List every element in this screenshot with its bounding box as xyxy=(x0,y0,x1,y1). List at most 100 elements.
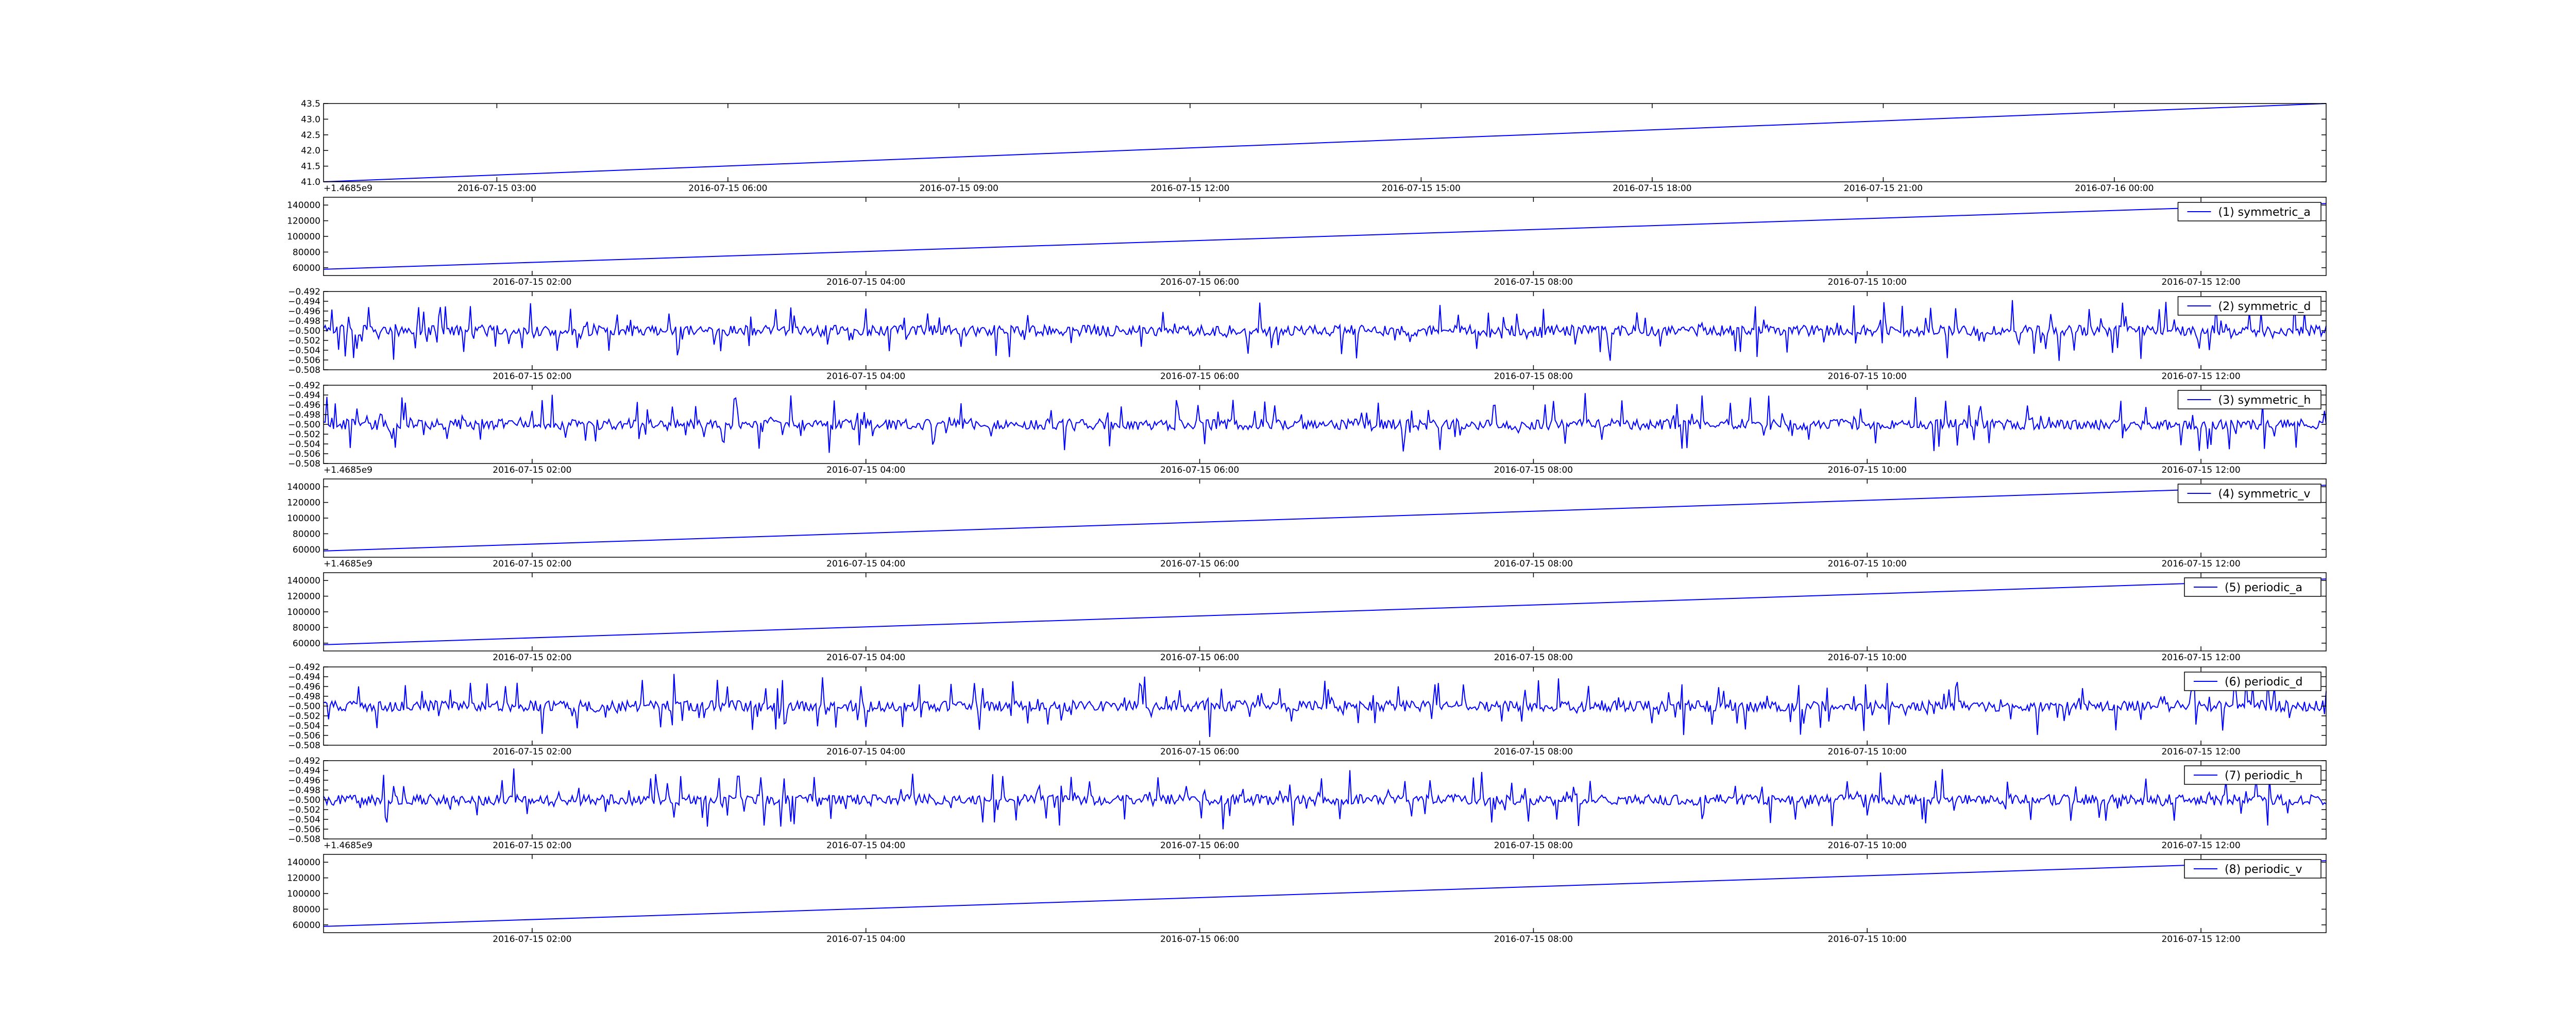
x-tick-label: 2016-07-15 12:00 xyxy=(2161,840,2240,851)
x-tick-label: 2016-07-15 06:00 xyxy=(1160,747,1239,757)
subplot-7: −0.492−0.494−0.496−0.498−0.500−0.502−0.5… xyxy=(288,756,2327,851)
y-tick-label: 100000 xyxy=(287,889,320,899)
y-tick-label: −0.496 xyxy=(288,306,320,317)
x-tick-label: 2016-07-15 02:00 xyxy=(493,747,571,757)
x-tick-label: 2016-07-15 18:00 xyxy=(1613,183,1691,194)
x-tick-label: 2016-07-15 08:00 xyxy=(1494,371,1573,382)
legend-6: (6) periodic_d xyxy=(2184,672,2321,691)
x-tick-label: 2016-07-15 12:00 xyxy=(2161,277,2240,287)
x-tick-label: 2016-07-15 08:00 xyxy=(1494,840,1573,851)
y-tick-label: 60000 xyxy=(293,639,320,649)
legend-4: (4) symmetric_v xyxy=(2177,484,2321,503)
subplot-3: −0.492−0.494−0.496−0.498−0.500−0.502−0.5… xyxy=(288,381,2327,475)
x-tick-label: 2016-07-15 12:00 xyxy=(2161,934,2240,945)
y-tick-label: 140000 xyxy=(287,482,320,492)
x-tick-label: 2016-07-15 10:00 xyxy=(1828,653,1907,663)
y-tick-label: −0.496 xyxy=(288,682,320,692)
x-offset-label: +1.4685e9 xyxy=(324,840,372,851)
x-tick-label: 2016-07-15 10:00 xyxy=(1828,371,1907,382)
legend-8: (8) periodic_v xyxy=(2184,859,2321,879)
x-tick-label: 2016-07-15 06:00 xyxy=(1160,559,1239,569)
x-tick-label: 2016-07-15 03:00 xyxy=(457,183,536,194)
y-tick-label: −0.496 xyxy=(288,400,320,410)
legend-label: (4) symmetric_v xyxy=(2218,488,2311,501)
y-tick-label: 120000 xyxy=(287,498,320,508)
y-tick-label: −0.492 xyxy=(288,381,320,391)
y-tick-label: 120000 xyxy=(287,216,320,227)
y-tick-label: −0.502 xyxy=(288,336,320,346)
x-offset-label: +1.4685e9 xyxy=(324,183,372,194)
subplot-2: −0.492−0.494−0.496−0.498−0.500−0.502−0.5… xyxy=(288,287,2327,382)
y-tick-label: 43.0 xyxy=(301,114,320,125)
legend-7: (7) periodic_h xyxy=(2184,765,2321,785)
x-tick-label: 2016-07-15 02:00 xyxy=(493,653,571,663)
y-tick-label: −0.500 xyxy=(288,701,320,712)
series-line-2 xyxy=(323,300,2327,361)
y-tick-label: −0.508 xyxy=(288,459,320,469)
series-line-4 xyxy=(323,485,2327,552)
x-tick-label: 2016-07-15 10:00 xyxy=(1828,934,1907,945)
x-tick-label: 2016-07-15 02:00 xyxy=(493,465,571,475)
series-line-3 xyxy=(323,393,2327,453)
x-tick-label: 2016-07-15 08:00 xyxy=(1494,747,1573,757)
x-tick-label: 2016-07-15 02:00 xyxy=(493,371,571,382)
y-tick-label: −0.494 xyxy=(288,766,320,776)
y-tick-label: −0.492 xyxy=(288,287,320,297)
x-tick-label: 2016-07-15 02:00 xyxy=(493,934,571,945)
y-tick-label: 80000 xyxy=(293,904,320,915)
series-line-7 xyxy=(323,768,2327,830)
y-tick-label: 41.0 xyxy=(301,177,320,187)
legend-1: (1) symmetric_a xyxy=(2177,202,2321,221)
y-tick-label: −0.498 xyxy=(288,692,320,702)
x-tick-label: 2016-07-15 04:00 xyxy=(826,277,905,287)
y-tick-label: 60000 xyxy=(293,920,320,931)
legend-label: (7) periodic_h xyxy=(2225,769,2302,782)
legend-label: (8) periodic_v xyxy=(2225,863,2302,876)
x-tick-label: 2016-07-15 04:00 xyxy=(826,653,905,663)
y-tick-label: −0.508 xyxy=(288,741,320,751)
y-tick-label: −0.506 xyxy=(288,825,320,835)
y-tick-label: 60000 xyxy=(293,545,320,555)
x-tick-label: 2016-07-15 12:00 xyxy=(2161,559,2240,569)
series-line-5 xyxy=(323,578,2327,645)
y-tick-label: −0.506 xyxy=(288,449,320,459)
y-tick-label: 140000 xyxy=(287,857,320,868)
y-tick-label: −0.506 xyxy=(288,355,320,366)
y-tick-label: −0.504 xyxy=(288,721,320,731)
y-tick-label: −0.500 xyxy=(288,795,320,805)
x-tick-label: 2016-07-15 12:00 xyxy=(2161,653,2240,663)
y-tick-label: −0.494 xyxy=(288,672,320,682)
x-tick-label: 2016-07-15 08:00 xyxy=(1494,559,1573,569)
x-tick-label: 2016-07-15 06:00 xyxy=(688,183,767,194)
x-tick-label: 2016-07-15 04:00 xyxy=(826,465,905,475)
x-offset-label: +1.4685e9 xyxy=(324,559,372,569)
y-tick-label: 43.5 xyxy=(301,99,320,109)
y-tick-label: 140000 xyxy=(287,200,320,211)
x-tick-label: 2016-07-15 08:00 xyxy=(1494,653,1573,663)
y-tick-label: −0.504 xyxy=(288,346,320,356)
y-tick-label: −0.504 xyxy=(288,439,320,450)
x-tick-label: 2016-07-15 02:00 xyxy=(493,840,571,851)
legend-box xyxy=(2184,859,2321,879)
x-tick-label: 2016-07-15 04:00 xyxy=(826,371,905,382)
x-tick-label: 2016-07-15 10:00 xyxy=(1828,277,1907,287)
x-tick-label: 2016-07-15 09:00 xyxy=(920,183,998,194)
y-tick-label: −0.492 xyxy=(288,756,320,766)
legend-3: (3) symmetric_h xyxy=(2177,390,2321,409)
y-tick-label: 41.5 xyxy=(301,162,320,172)
x-tick-label: 2016-07-15 08:00 xyxy=(1494,465,1573,475)
x-tick-label: 2016-07-15 06:00 xyxy=(1160,465,1239,475)
y-tick-label: 120000 xyxy=(287,873,320,884)
x-tick-label: 2016-07-15 12:00 xyxy=(2161,465,2240,475)
legend-label: (6) periodic_d xyxy=(2225,676,2302,689)
subplot-6: −0.492−0.494−0.496−0.498−0.500−0.502−0.5… xyxy=(288,662,2327,757)
x-tick-label: 2016-07-15 06:00 xyxy=(1160,371,1239,382)
x-tick-label: 2016-07-16 00:00 xyxy=(2075,183,2154,194)
x-tick-label: 2016-07-15 06:00 xyxy=(1160,653,1239,663)
axes-frame-0 xyxy=(323,103,2327,182)
x-tick-label: 2016-07-15 15:00 xyxy=(1382,183,1461,194)
series-line-0 xyxy=(323,103,2327,182)
y-tick-label: −0.504 xyxy=(288,815,320,825)
series-line-8 xyxy=(323,860,2327,927)
subplot-0: 41.0 41.5 42.0 42.5 43.0 43.5 2016-07-15 03:00… xyxy=(301,99,2327,194)
